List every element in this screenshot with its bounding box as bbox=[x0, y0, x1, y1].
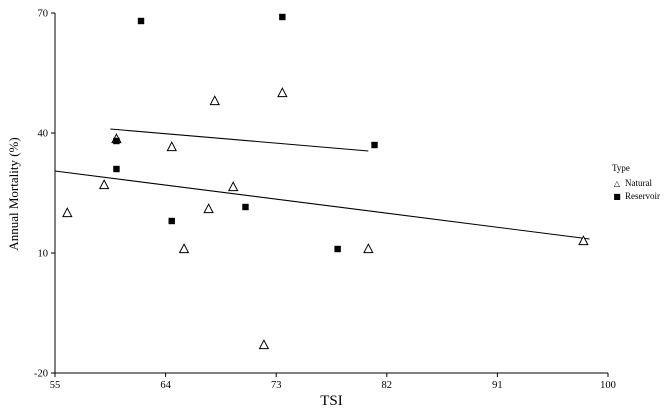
triangle-open-icon: △ bbox=[613, 179, 621, 188]
data-point-reservoir bbox=[168, 217, 175, 225]
reservoir-fit-line bbox=[110, 128, 369, 152]
data-point-natural bbox=[203, 203, 214, 214]
data-point-natural bbox=[166, 141, 177, 152]
x-axis-title: TSI bbox=[320, 393, 343, 409]
data-point-natural bbox=[578, 235, 589, 246]
data-point-natural bbox=[258, 339, 270, 350]
y-tick-label: 10 bbox=[38, 249, 49, 260]
data-point-reservoir bbox=[113, 137, 120, 145]
data-point-natural bbox=[363, 243, 374, 254]
data-point-reservoir bbox=[371, 141, 378, 149]
legend-title: Type bbox=[612, 163, 630, 173]
y-axis-title: Annual Mortality (%) bbox=[6, 137, 21, 251]
natural-fit-line bbox=[54, 170, 590, 240]
x-tick-label: 100 bbox=[600, 380, 616, 391]
legend-item-natural: △ Natural bbox=[612, 177, 660, 190]
x-tick-label: 82 bbox=[382, 380, 393, 391]
data-point-natural bbox=[277, 87, 288, 98]
data-point-natural bbox=[227, 181, 239, 192]
square-filled-icon: ■ bbox=[613, 192, 621, 201]
data-point-reservoir bbox=[137, 17, 145, 25]
data-point-reservoir bbox=[279, 13, 286, 21]
y-tick-label: 40 bbox=[38, 129, 49, 140]
data-point-reservoir bbox=[242, 203, 249, 211]
y-tick-label: 70 bbox=[38, 9, 49, 20]
data-point-natural bbox=[209, 95, 220, 106]
x-tick-label: 91 bbox=[492, 380, 503, 391]
data-point-reservoir bbox=[334, 245, 341, 253]
x-tick-label: 55 bbox=[50, 380, 61, 391]
legend-item-reservoir: ■ Reservoir bbox=[612, 190, 660, 203]
data-point-reservoir bbox=[113, 165, 120, 173]
data-point-natural bbox=[178, 243, 190, 254]
data-point-natural bbox=[62, 207, 73, 218]
legend-label-natural: Natural bbox=[625, 178, 652, 188]
legend-label-reservoir: Reservoir bbox=[625, 191, 660, 201]
data-point-natural bbox=[98, 179, 110, 190]
legend: Type △ Natural ■ Reservoir bbox=[612, 162, 660, 203]
y-tick-label: -20 bbox=[34, 369, 48, 380]
x-tick-label: 73 bbox=[271, 380, 282, 391]
x-tick-label: 64 bbox=[160, 380, 171, 391]
